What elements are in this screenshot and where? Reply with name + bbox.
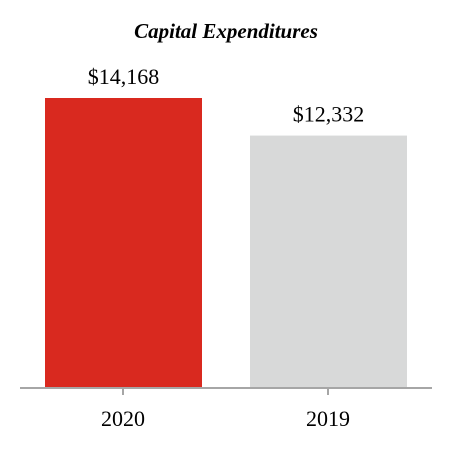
bar-2019: [250, 135, 407, 388]
chart-title: Capital Expenditures: [134, 19, 318, 43]
value-labels-layer: $14,168 $12,332: [88, 64, 365, 127]
value-label-2019: $12,332: [293, 102, 365, 127]
x-axis: 2020 2019: [20, 387, 432, 431]
bar-2020: [45, 98, 202, 388]
bars-layer: [45, 98, 407, 388]
x-tick-label-2020: 2020: [101, 406, 145, 431]
x-tick-label-2019: 2019: [306, 406, 350, 431]
value-label-2020: $14,168: [88, 64, 160, 89]
